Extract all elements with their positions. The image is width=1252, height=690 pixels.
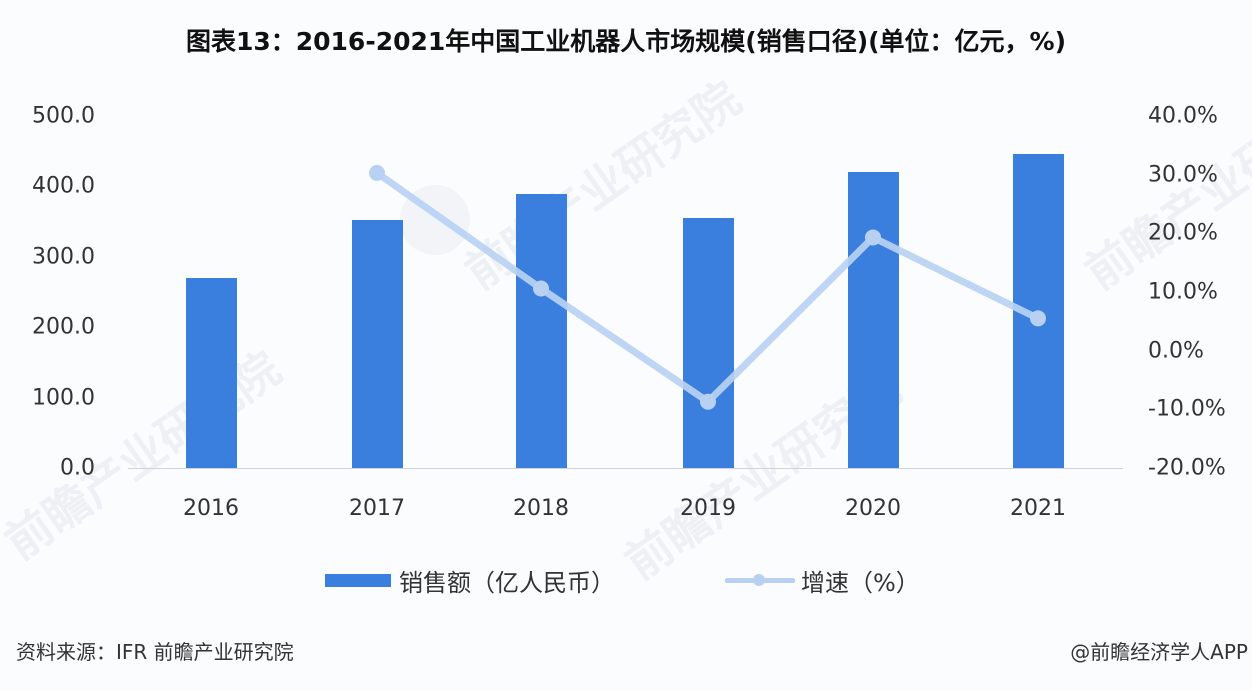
right-axis-tick-label: -10.0% xyxy=(1148,396,1226,422)
bar-2020 xyxy=(847,172,899,468)
legend-item-growth: 增速（%） xyxy=(725,560,920,600)
x-axis-tick-label: 2021 xyxy=(1010,496,1066,521)
right-axis-tick-label: 10.0% xyxy=(1148,279,1218,305)
x-axis-tick-label: 2020 xyxy=(845,496,901,521)
right-axis-tick-label: 20.0% xyxy=(1148,220,1218,246)
line-point-marker xyxy=(369,164,385,181)
bar-swatch-icon xyxy=(325,573,391,587)
legend: 销售额（亿人民币） 增速（%） xyxy=(0,560,1252,600)
line-point-marker xyxy=(533,280,549,297)
bar-2017 xyxy=(351,220,403,468)
source-note: 资料来源：IFR 前瞻产业研究院 xyxy=(16,640,294,664)
chart-title: 图表13：2016-2021年中国工业机器人市场规模(销售口径)(单位：亿元，%… xyxy=(185,27,1067,56)
bar-2016 xyxy=(185,277,237,468)
right-axis-tick-label: -20.0% xyxy=(1148,455,1226,481)
bar-2019 xyxy=(682,218,734,468)
left-axis-tick-label: 0.0 xyxy=(60,455,95,481)
bar-2018 xyxy=(515,194,567,468)
left-axis-tick-label: 100.0 xyxy=(32,385,95,411)
left-axis-tick-label: 500.0 xyxy=(32,103,95,129)
left-axis-tick-label: 200.0 xyxy=(32,314,95,340)
x-axis-tick-label: 2019 xyxy=(680,496,736,521)
right-axis-tick-label: 30.0% xyxy=(1148,162,1218,188)
line-point-marker xyxy=(700,393,716,410)
line-marker-icon xyxy=(725,573,795,586)
legend-label-sales: 销售额（亿人民币） xyxy=(399,568,615,597)
left-axis-tick-label: 300.0 xyxy=(32,244,95,270)
line-point-marker xyxy=(1030,310,1046,327)
credit-note: @前瞻经济学人APP xyxy=(1070,640,1248,664)
right-axis-tick-label: 0.0% xyxy=(1148,338,1204,364)
legend-label-growth: 增速（%） xyxy=(801,568,920,597)
legend-item-sales: 销售额（亿人民币） xyxy=(325,560,615,600)
x-axis-line xyxy=(128,468,1123,469)
left-axis-tick-label: 400.0 xyxy=(32,173,95,199)
x-axis-tick-label: 2016 xyxy=(183,496,239,521)
line-point-marker xyxy=(865,229,881,246)
right-axis-tick-label: 40.0% xyxy=(1148,103,1218,129)
x-axis-tick-label: 2017 xyxy=(349,496,405,521)
x-axis-tick-label: 2018 xyxy=(513,496,569,521)
